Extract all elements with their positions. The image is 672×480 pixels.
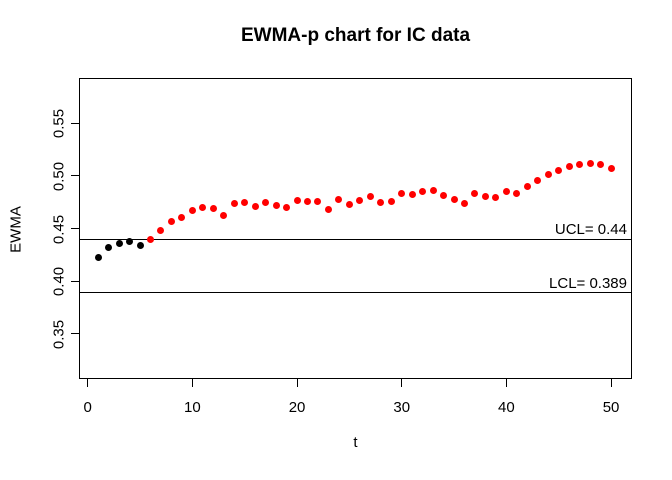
- data-point: [115, 239, 123, 247]
- data-point: [597, 160, 605, 168]
- data-point: [565, 162, 573, 170]
- data-point: [377, 198, 385, 206]
- y-tick-label: 0.55: [50, 109, 68, 139]
- plot-box: [79, 78, 632, 379]
- x-tick-label: 40: [498, 399, 515, 416]
- x-tick-label: 0: [83, 399, 92, 416]
- data-point: [251, 202, 259, 210]
- lcl-label: LCL= 0.389: [549, 274, 627, 292]
- x-tick-mark: [610, 379, 612, 387]
- data-point: [272, 201, 280, 209]
- data-point: [167, 217, 175, 225]
- x-tick-label: 30: [393, 399, 411, 416]
- y-tick-mark: [71, 333, 79, 335]
- data-point: [314, 197, 322, 205]
- data-point: [502, 188, 510, 196]
- y-axis-title: EWMA: [7, 206, 25, 253]
- y-tick-mark: [71, 228, 79, 229]
- x-tick-mark: [296, 379, 298, 387]
- data-point: [199, 203, 207, 211]
- data-point: [481, 193, 489, 201]
- data-point: [241, 198, 249, 206]
- ucl-line: [79, 238, 632, 240]
- x-tick-label: 10: [184, 399, 201, 416]
- data-point: [544, 171, 552, 179]
- data-point: [450, 195, 458, 203]
- x-tick-label: 20: [288, 399, 306, 416]
- data-point: [440, 192, 448, 200]
- data-point: [387, 197, 395, 205]
- data-point: [607, 165, 615, 172]
- data-point: [146, 235, 154, 243]
- data-point: [94, 254, 102, 262]
- data-point: [576, 160, 584, 168]
- y-tick-label: 0.50: [50, 161, 68, 191]
- y-tick-label: 0.35: [50, 319, 68, 349]
- data-point: [157, 227, 165, 235]
- data-point: [471, 190, 479, 198]
- data-point: [408, 191, 416, 199]
- data-point: [324, 206, 332, 214]
- lcl-line: [79, 292, 632, 294]
- data-point: [293, 196, 301, 204]
- data-point: [220, 212, 228, 220]
- data-point: [366, 193, 374, 201]
- y-tick-mark: [71, 280, 79, 282]
- x-tick-mark: [191, 379, 193, 387]
- data-point: [419, 188, 427, 196]
- data-point: [398, 190, 406, 198]
- ucl-label: UCL= 0.44: [554, 221, 627, 239]
- data-point: [555, 167, 563, 175]
- data-point: [586, 159, 594, 167]
- data-point: [461, 199, 469, 207]
- data-point: [304, 197, 311, 205]
- x-tick-mark: [401, 379, 403, 387]
- data-point: [523, 182, 531, 190]
- data-point: [492, 194, 500, 202]
- x-tick-mark: [87, 379, 89, 387]
- data-point: [126, 237, 134, 245]
- y-tick-mark: [71, 175, 79, 177]
- data-point: [513, 190, 521, 198]
- y-tick-mark: [71, 122, 79, 124]
- data-point: [209, 205, 217, 212]
- x-tick-mark: [505, 379, 507, 387]
- data-point: [105, 243, 113, 251]
- data-point: [534, 176, 542, 184]
- x-axis-title: t: [353, 434, 358, 451]
- y-tick-label: 0.40: [50, 267, 68, 297]
- data-point: [356, 196, 364, 204]
- chart-title: EWMA-p chart for IC data: [240, 25, 471, 46]
- data-point: [178, 214, 186, 222]
- y-tick-label: 0.45: [50, 214, 68, 244]
- data-point: [136, 241, 144, 249]
- data-point: [335, 195, 343, 203]
- data-point: [429, 187, 437, 195]
- data-point: [262, 198, 270, 206]
- data-point: [283, 203, 291, 211]
- x-tick-label: 50: [602, 399, 620, 416]
- data-point: [345, 200, 353, 208]
- data-point: [188, 207, 196, 215]
- data-point: [230, 199, 238, 207]
